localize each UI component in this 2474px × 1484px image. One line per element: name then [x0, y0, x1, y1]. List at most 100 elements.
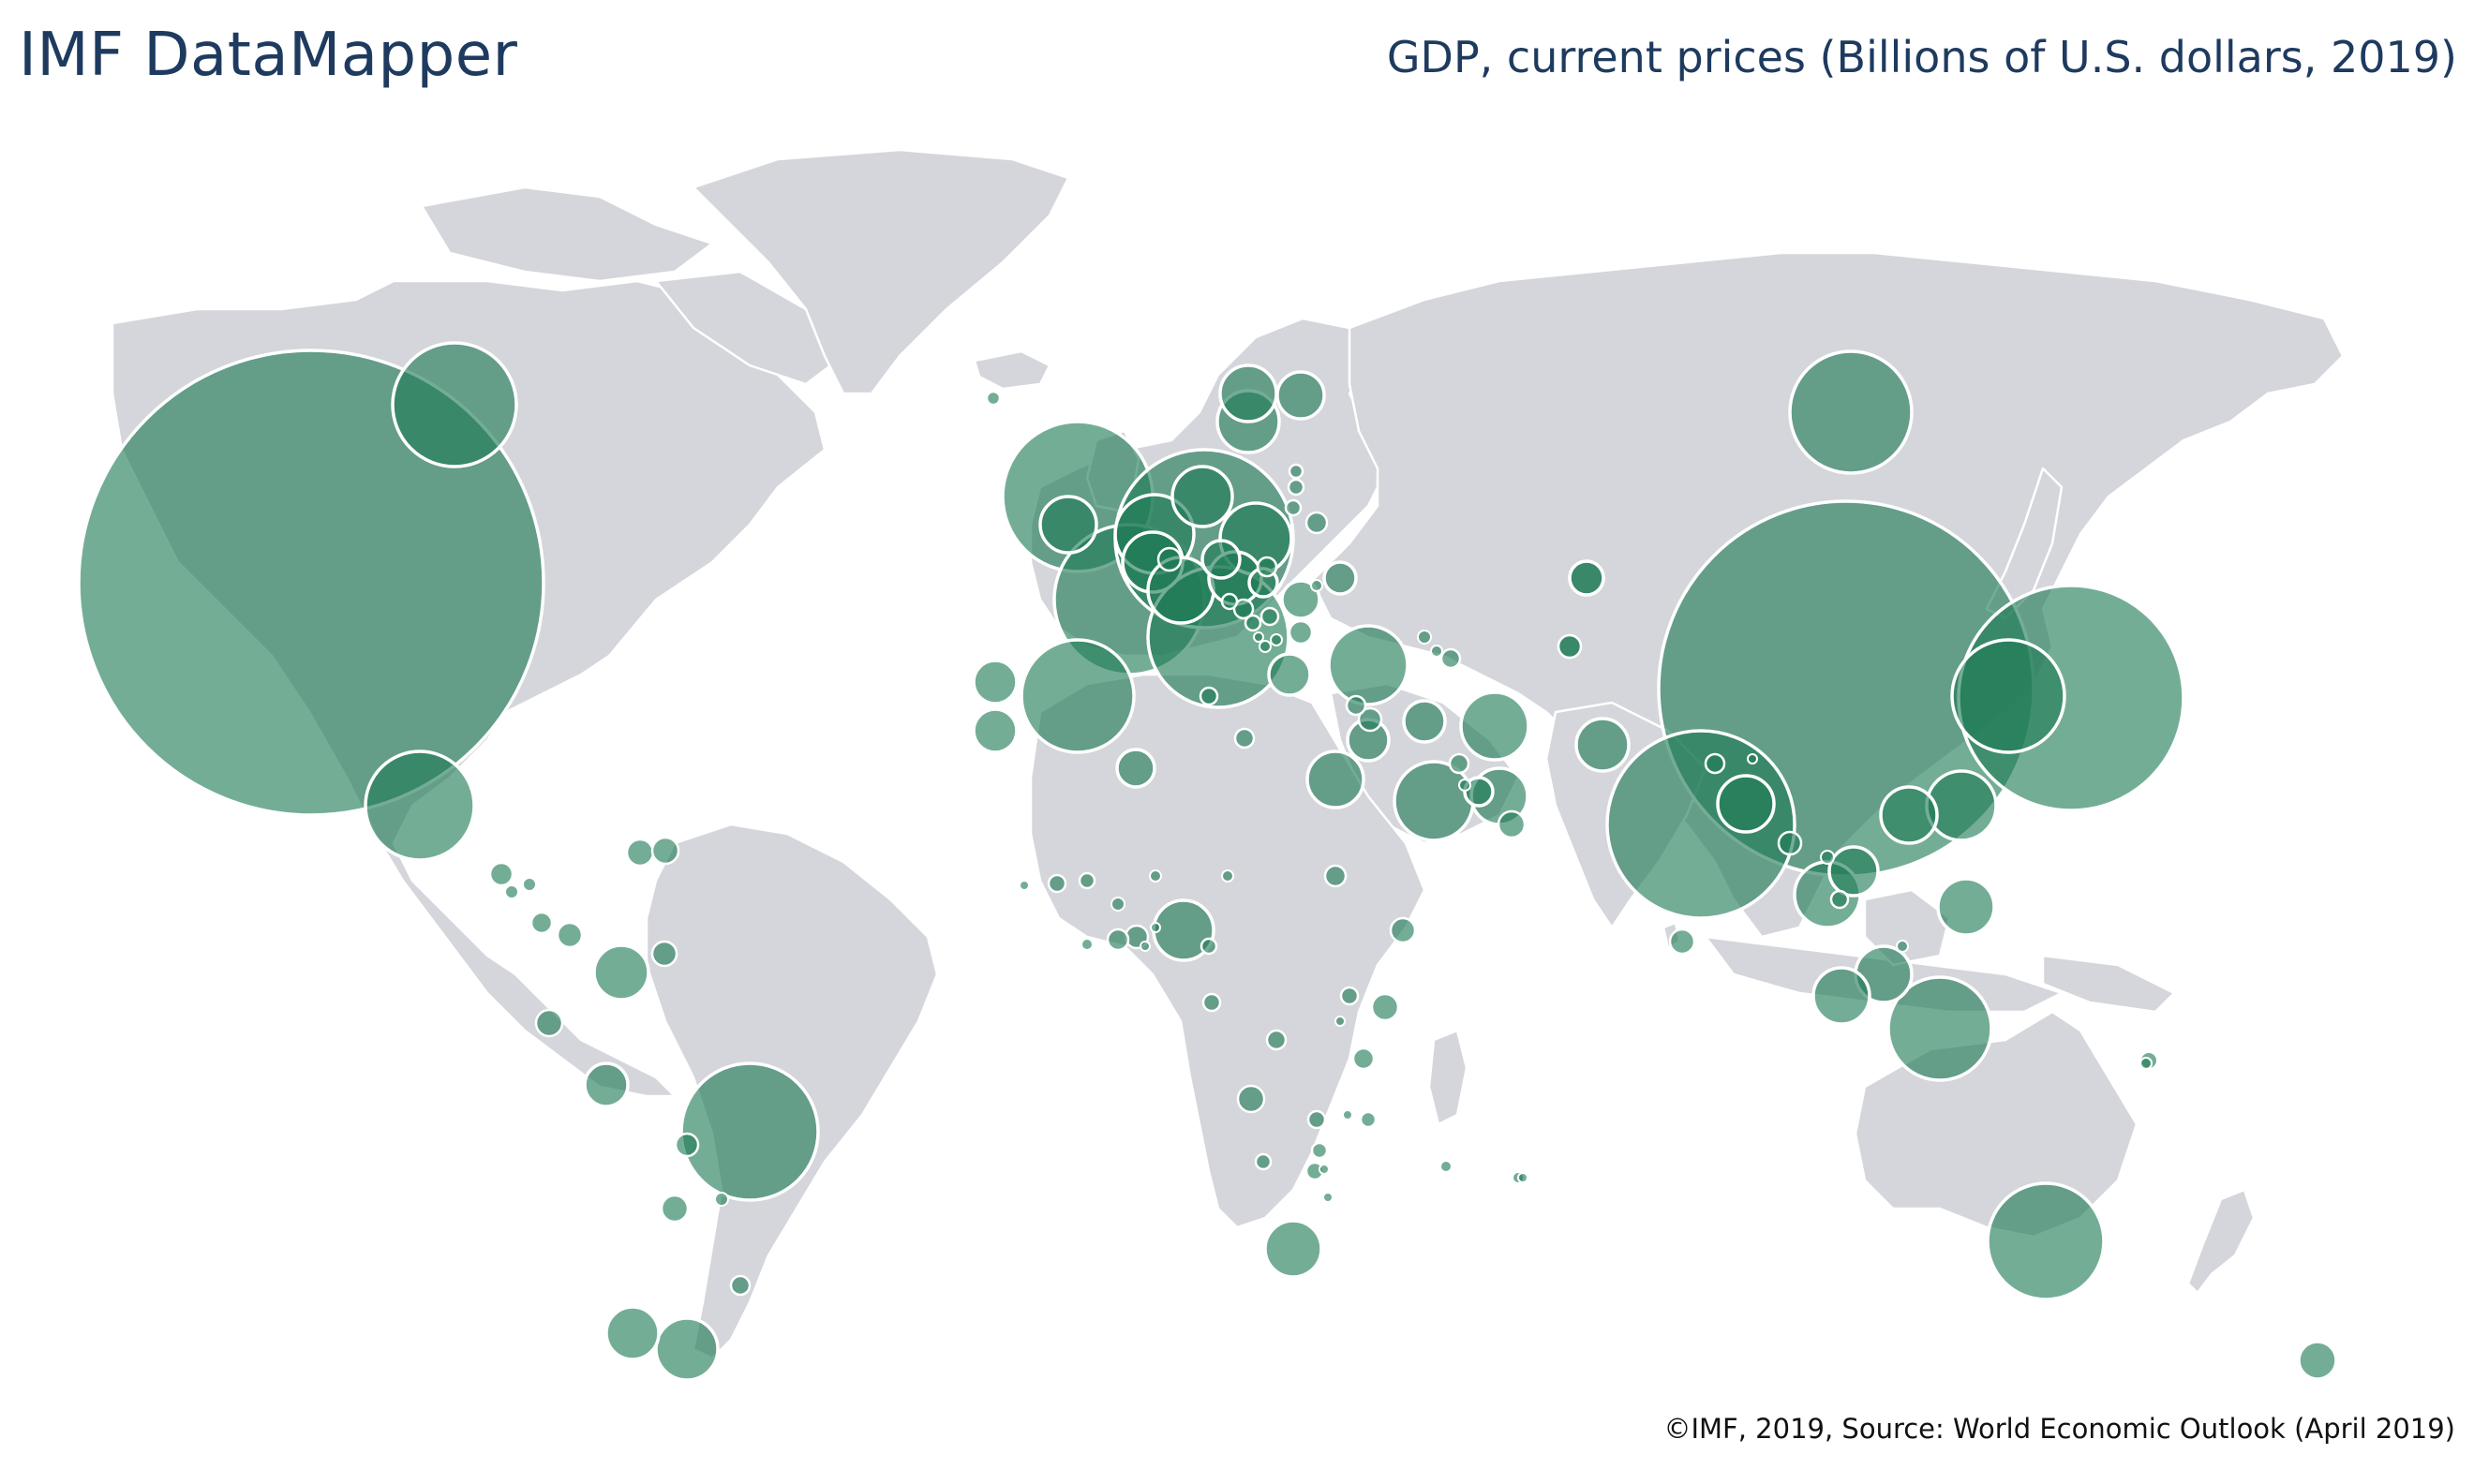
bubble-fiji[interactable] — [2139, 1057, 2153, 1070]
bubble-ireland[interactable] — [1038, 495, 1098, 555]
bubble-cameroon[interactable] — [1201, 992, 1222, 1013]
bubble-egypt[interactable] — [1305, 749, 1365, 809]
bubble-united-states[interactable] — [77, 349, 545, 817]
bubble-bulgaria[interactable] — [1288, 619, 1314, 646]
bubble-afghanistan[interactable] — [1557, 633, 1583, 660]
bubble-chile[interactable] — [604, 1305, 661, 1361]
bubble-niger[interactable] — [1149, 869, 1162, 883]
bubble-guatemala[interactable] — [488, 861, 514, 887]
bubble-malawi[interactable] — [1342, 1109, 1353, 1120]
bubble-brunei[interactable] — [1896, 940, 1909, 953]
bubble-estonia[interactable] — [1288, 463, 1304, 480]
bubble-azerbaijan[interactable] — [1439, 647, 1462, 670]
bubble-slovenia[interactable] — [1220, 592, 1239, 611]
bubble-iceland[interactable] — [985, 390, 1002, 407]
bubble-guinea[interactable] — [1081, 938, 1094, 951]
bubble-mexico[interactable] — [364, 749, 476, 862]
bubble-moldova[interactable] — [1310, 579, 1323, 592]
bubble-mongolia[interactable] — [1568, 559, 1605, 597]
bubble-korea[interactable] — [1950, 638, 2066, 754]
bubble-pakistan[interactable] — [1574, 717, 1631, 773]
bubble-jordan[interactable] — [1357, 706, 1383, 733]
bubble-kenya[interactable] — [1370, 992, 1400, 1022]
bubble-peru[interactable] — [583, 1061, 630, 1108]
bubble-turkey[interactable] — [1327, 624, 1409, 706]
bubble-north-macedonia[interactable] — [1270, 633, 1283, 646]
bubble-cape-verde[interactable] — [1019, 880, 1030, 891]
bubble-serbia[interactable] — [1259, 606, 1280, 627]
bubble-dominican-republic[interactable] — [625, 838, 655, 868]
bubble-nepal[interactable] — [1704, 752, 1726, 775]
bubble-cuba[interactable] — [556, 921, 584, 949]
bubble-libya[interactable] — [1233, 727, 1256, 749]
bubble-latvia[interactable] — [1287, 478, 1305, 497]
bubble-ukraine[interactable] — [1322, 560, 1358, 596]
bubble-vietnam[interactable] — [1827, 845, 1880, 898]
bubble-iran[interactable] — [1459, 690, 1530, 762]
bubble-norway[interactable] — [1218, 364, 1278, 423]
bubble-morocco[interactable] — [972, 707, 1019, 754]
bubble-bosnia[interactable] — [1244, 614, 1262, 632]
bubble-kuwait[interactable] — [1448, 752, 1470, 775]
bubble-armenia[interactable] — [1430, 645, 1443, 658]
bubble-georgia[interactable] — [1417, 630, 1432, 645]
bubble-algeria[interactable] — [1115, 748, 1156, 789]
bubble-australia[interactable] — [1986, 1181, 2106, 1301]
bubble-singapore[interactable] — [1811, 966, 1871, 1026]
bubble-myanmar[interactable] — [1777, 830, 1803, 856]
bubble-drc[interactable] — [1265, 1029, 1288, 1051]
bubble-greece[interactable] — [1267, 652, 1312, 697]
bubble-sudan[interactable] — [1323, 864, 1348, 888]
bubble-spain[interactable] — [1020, 638, 1136, 754]
bubble-venezuela[interactable] — [650, 940, 678, 968]
bubble-panama[interactable] — [529, 911, 554, 935]
bubble-uganda[interactable] — [1339, 986, 1360, 1006]
bubble-eswatini[interactable] — [1322, 1192, 1334, 1203]
bubble-czech-republic[interactable] — [1200, 539, 1242, 580]
bubble-ethiopia[interactable] — [1389, 916, 1417, 944]
bubble-montenegro[interactable] — [1253, 631, 1264, 643]
bubble-burkina-faso[interactable] — [1110, 897, 1125, 912]
bubble-argentina[interactable] — [654, 1316, 720, 1382]
bubble-lebanon[interactable] — [1345, 694, 1367, 717]
bubble-portugal[interactable] — [972, 659, 1019, 705]
bubble-costa-rica[interactable] — [650, 836, 680, 866]
bubble-albania[interactable] — [1259, 640, 1272, 653]
bubble-cambodia[interactable] — [1829, 889, 1850, 910]
bubble-finland[interactable] — [1275, 370, 1326, 421]
bubble-croatia[interactable] — [1232, 598, 1255, 620]
bubble-benin[interactable] — [1150, 922, 1161, 933]
bubble-bangladesh[interactable] — [1716, 774, 1776, 834]
bubble-chad[interactable] — [1221, 869, 1234, 883]
bubble-south-africa[interactable] — [1263, 1219, 1323, 1279]
bubble-mali[interactable] — [1078, 871, 1096, 890]
bubble-madagascar[interactable] — [1439, 1160, 1453, 1173]
bubble-gabon[interactable] — [1200, 937, 1218, 956]
bubble-canada[interactable] — [391, 341, 518, 468]
bubble-bhutan[interactable] — [1747, 753, 1758, 764]
bubble-denmark[interactable] — [1170, 465, 1234, 528]
bubble-hong-kong[interactable] — [1879, 785, 1939, 845]
bubble-brazil[interactable] — [679, 1061, 820, 1202]
bubble-laos[interactable] — [1820, 850, 1835, 865]
bubble-cote-divoire[interactable] — [1106, 928, 1130, 952]
bubble-philippines[interactable] — [1936, 877, 1996, 937]
bubble-romania[interactable] — [1280, 579, 1321, 620]
bubble-togo[interactable] — [1140, 941, 1151, 952]
bubble-sri-lanka[interactable] — [1668, 928, 1696, 956]
bubble-mozambique[interactable] — [1359, 1110, 1378, 1129]
bubble-bahrain[interactable] — [1458, 779, 1471, 792]
bubble-russia[interactable] — [1788, 349, 1914, 475]
bubble-bolivia[interactable] — [674, 1132, 700, 1158]
bubble-colombia[interactable] — [592, 943, 650, 1002]
bubble-slovakia[interactable] — [1256, 556, 1278, 578]
bubble-tunisia[interactable] — [1199, 686, 1219, 706]
bubble-luxembourg[interactable] — [1156, 546, 1183, 572]
bubble-angola[interactable] — [1236, 1084, 1266, 1114]
bubble-lesotho[interactable] — [1319, 1164, 1330, 1175]
bubble-rwanda[interactable] — [1334, 1016, 1346, 1027]
bubble-senegal[interactable] — [1047, 873, 1067, 894]
bubble-belarus[interactable] — [1304, 511, 1329, 535]
bubble-iraq[interactable] — [1402, 699, 1447, 744]
